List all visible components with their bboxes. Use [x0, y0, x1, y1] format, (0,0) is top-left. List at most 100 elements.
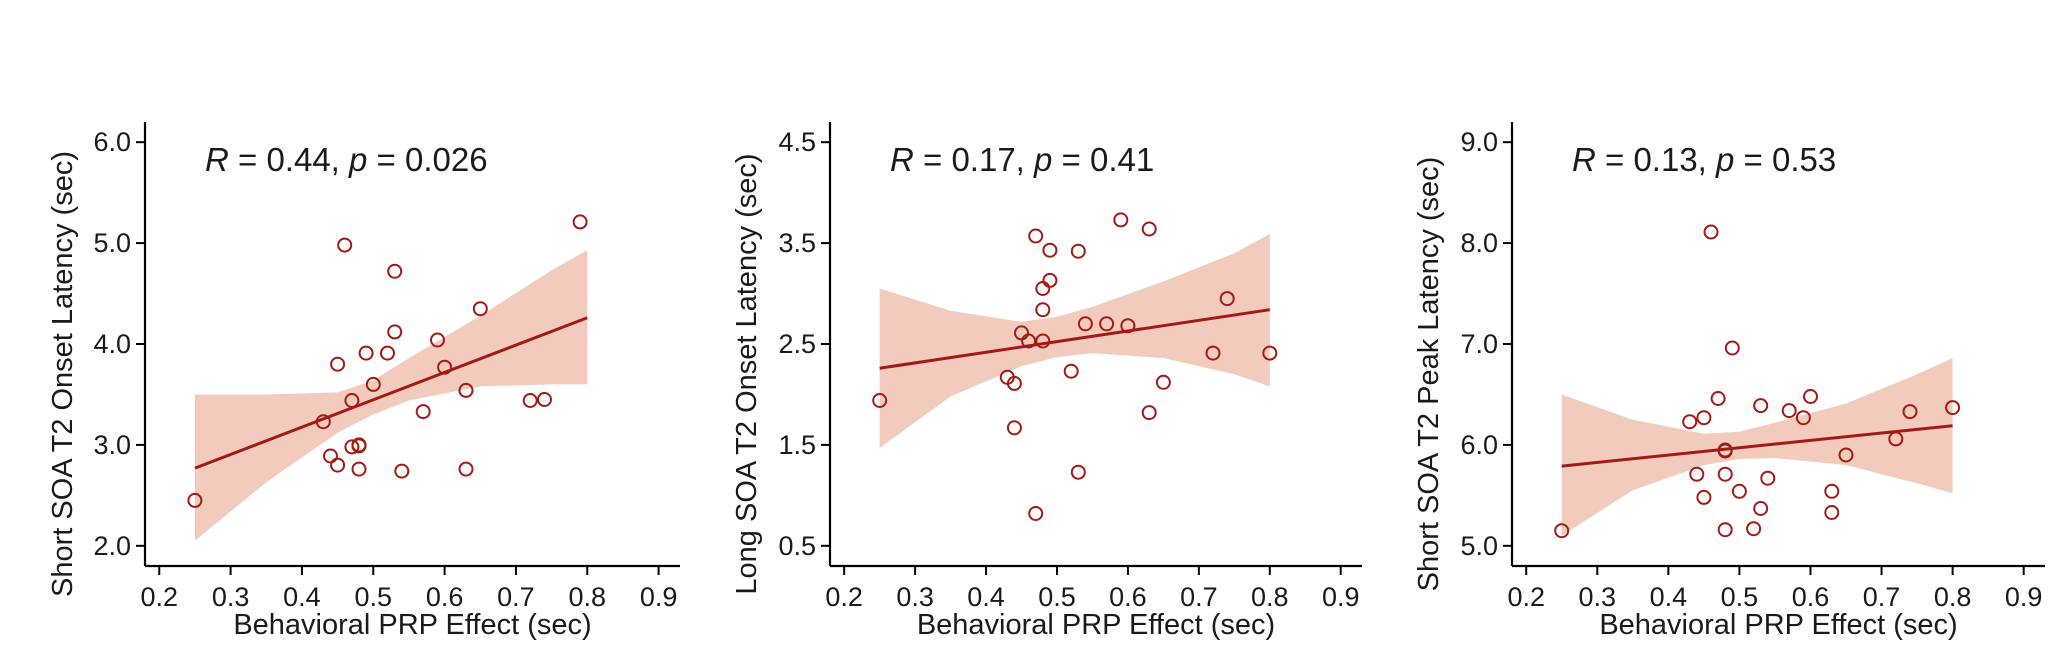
- data-point: [1902, 404, 1918, 420]
- regression-line: [1561, 424, 1953, 468]
- y-tick-label: 9.0: [1460, 127, 1498, 157]
- data-point: [537, 392, 552, 407]
- data-point: [1035, 302, 1051, 318]
- r-symbol: R: [890, 141, 914, 178]
- points-group: [187, 214, 588, 508]
- data-point: [1035, 333, 1051, 349]
- x-tick-label: 0.9: [640, 582, 678, 612]
- y-tick-label: 2.5: [778, 329, 816, 359]
- x-tick-label: 0.2: [825, 582, 863, 612]
- data-point: [1077, 316, 1093, 332]
- data-point: [1746, 521, 1762, 537]
- data-point: [1696, 489, 1712, 505]
- x-tick-label: 0.7: [497, 582, 535, 612]
- data-point: [1717, 466, 1733, 482]
- data-point: [1099, 316, 1115, 332]
- data-point: [323, 448, 338, 464]
- data-point: [458, 382, 474, 398]
- y-axis-title: Short SOA T2 Peak Latency (sec): [1413, 157, 1445, 592]
- y-tick-label: 2.0: [93, 531, 131, 561]
- y-tick-label: 6.0: [1460, 430, 1498, 460]
- data-point: [1724, 340, 1740, 356]
- data-point: [1219, 291, 1235, 307]
- data-point: [472, 301, 488, 317]
- data-point: [1006, 375, 1022, 391]
- data-point: [1753, 398, 1769, 414]
- y-tick-label: 5.0: [93, 228, 131, 258]
- data-point: [365, 376, 381, 392]
- x-tick-label: 0.5: [1038, 582, 1076, 612]
- data-point: [1028, 228, 1044, 244]
- x-tick-label: 0.8: [1251, 582, 1289, 612]
- x-tick-label: 0.5: [1721, 582, 1759, 612]
- data-point: [1006, 420, 1022, 436]
- data-point: [1042, 272, 1058, 288]
- y-axis-title: Short SOA T2 Onset Latency (sec): [47, 151, 79, 597]
- data-point: [387, 324, 403, 340]
- x-tick-label: 0.3: [896, 582, 934, 612]
- x-tick-label: 0.6: [1109, 582, 1147, 612]
- panel-3: 0.2 0.3 0.4 0.5 0.6 0.7 0.8 0.9 5.0 6.0 7.0 8.0 9.0…: [1413, 122, 2045, 641]
- data-point: [1710, 391, 1726, 406]
- data-point: [1781, 403, 1797, 419]
- data-point: [458, 461, 474, 477]
- data-point: [337, 237, 353, 253]
- panel-2: 0.2 0.3 0.4 0.5 0.6 0.7 0.8 0.9 0.5 1.5 2.5 3.5 4.5…: [731, 122, 1362, 641]
- x-tick-label: 0.6: [1792, 582, 1830, 612]
- x-tick-label: 0.8: [568, 582, 606, 612]
- r-symbol: R: [1572, 141, 1596, 178]
- data-point: [1155, 374, 1171, 390]
- data-point: [394, 463, 410, 479]
- data-point: [1731, 483, 1747, 499]
- y-tick-label: 7.0: [1460, 329, 1498, 359]
- data-point: [330, 356, 346, 372]
- y-axis-title: Long SOA T2 Onset Latency (sec): [731, 153, 763, 594]
- data-point: [572, 214, 588, 230]
- x-axis-title: Behavioral PRP Effect (sec): [917, 609, 1275, 641]
- data-point: [1070, 464, 1086, 480]
- x-ticks: 0.2 0.3 0.4 0.5 0.6 0.7 0.8 0.9: [140, 566, 677, 612]
- x-axis-title: Behavioral PRP Effect (sec): [233, 609, 591, 641]
- x-tick-label: 0.5: [354, 582, 392, 612]
- data-point: [351, 461, 367, 477]
- x-tick-label: 0.9: [1322, 582, 1360, 612]
- r-value: = 0.17,: [914, 141, 1034, 178]
- data-point: [1070, 243, 1086, 259]
- data-point: [380, 345, 395, 361]
- y-tick-label: 5.0: [1460, 531, 1498, 561]
- x-tick-label: 0.4: [283, 582, 321, 612]
- data-point: [1753, 501, 1769, 516]
- y-ticks: 0.5 1.5 2.5 3.5 4.5: [778, 127, 830, 561]
- r-value: = 0.44,: [229, 141, 349, 178]
- data-point: [1063, 363, 1079, 379]
- data-point: [358, 345, 374, 361]
- data-point: [1042, 242, 1058, 258]
- data-point: [1824, 505, 1840, 520]
- y-tick-label: 4.0: [93, 329, 131, 359]
- x-tick-label: 0.2: [140, 582, 178, 612]
- y-tick-label: 3.5: [778, 228, 816, 258]
- regression-line: [879, 308, 1271, 370]
- data-point: [1205, 345, 1221, 361]
- r-symbol: R: [205, 141, 229, 178]
- p-value: = 0.026: [367, 141, 487, 178]
- data-point: [430, 332, 445, 348]
- x-tick-label: 0.3: [212, 582, 250, 612]
- data-point: [1682, 414, 1698, 430]
- data-point: [415, 404, 431, 420]
- data-point: [1113, 212, 1129, 228]
- y-tick-label: 1.5: [778, 430, 816, 460]
- confidence-band: [194, 250, 588, 541]
- p-value: = 0.53: [1734, 141, 1836, 178]
- regression-line: [194, 316, 588, 470]
- data-point: [1141, 405, 1157, 421]
- data-point: [1696, 410, 1712, 426]
- panel-1: 0.2 0.3 0.4 0.5 0.6 0.7 0.8 0.9 2.0 3.0 4.0 5.0 6.0…: [47, 122, 680, 641]
- stats-annotation: R = 0.13, p = 0.53: [1572, 141, 1836, 178]
- p-value: = 0.41: [1052, 141, 1154, 178]
- x-tick-label: 0.3: [1579, 582, 1617, 612]
- y-tick-label: 4.5: [778, 127, 816, 157]
- data-point: [1689, 466, 1705, 482]
- r-value: = 0.13,: [1596, 141, 1716, 178]
- x-tick-label: 0.7: [1863, 582, 1901, 612]
